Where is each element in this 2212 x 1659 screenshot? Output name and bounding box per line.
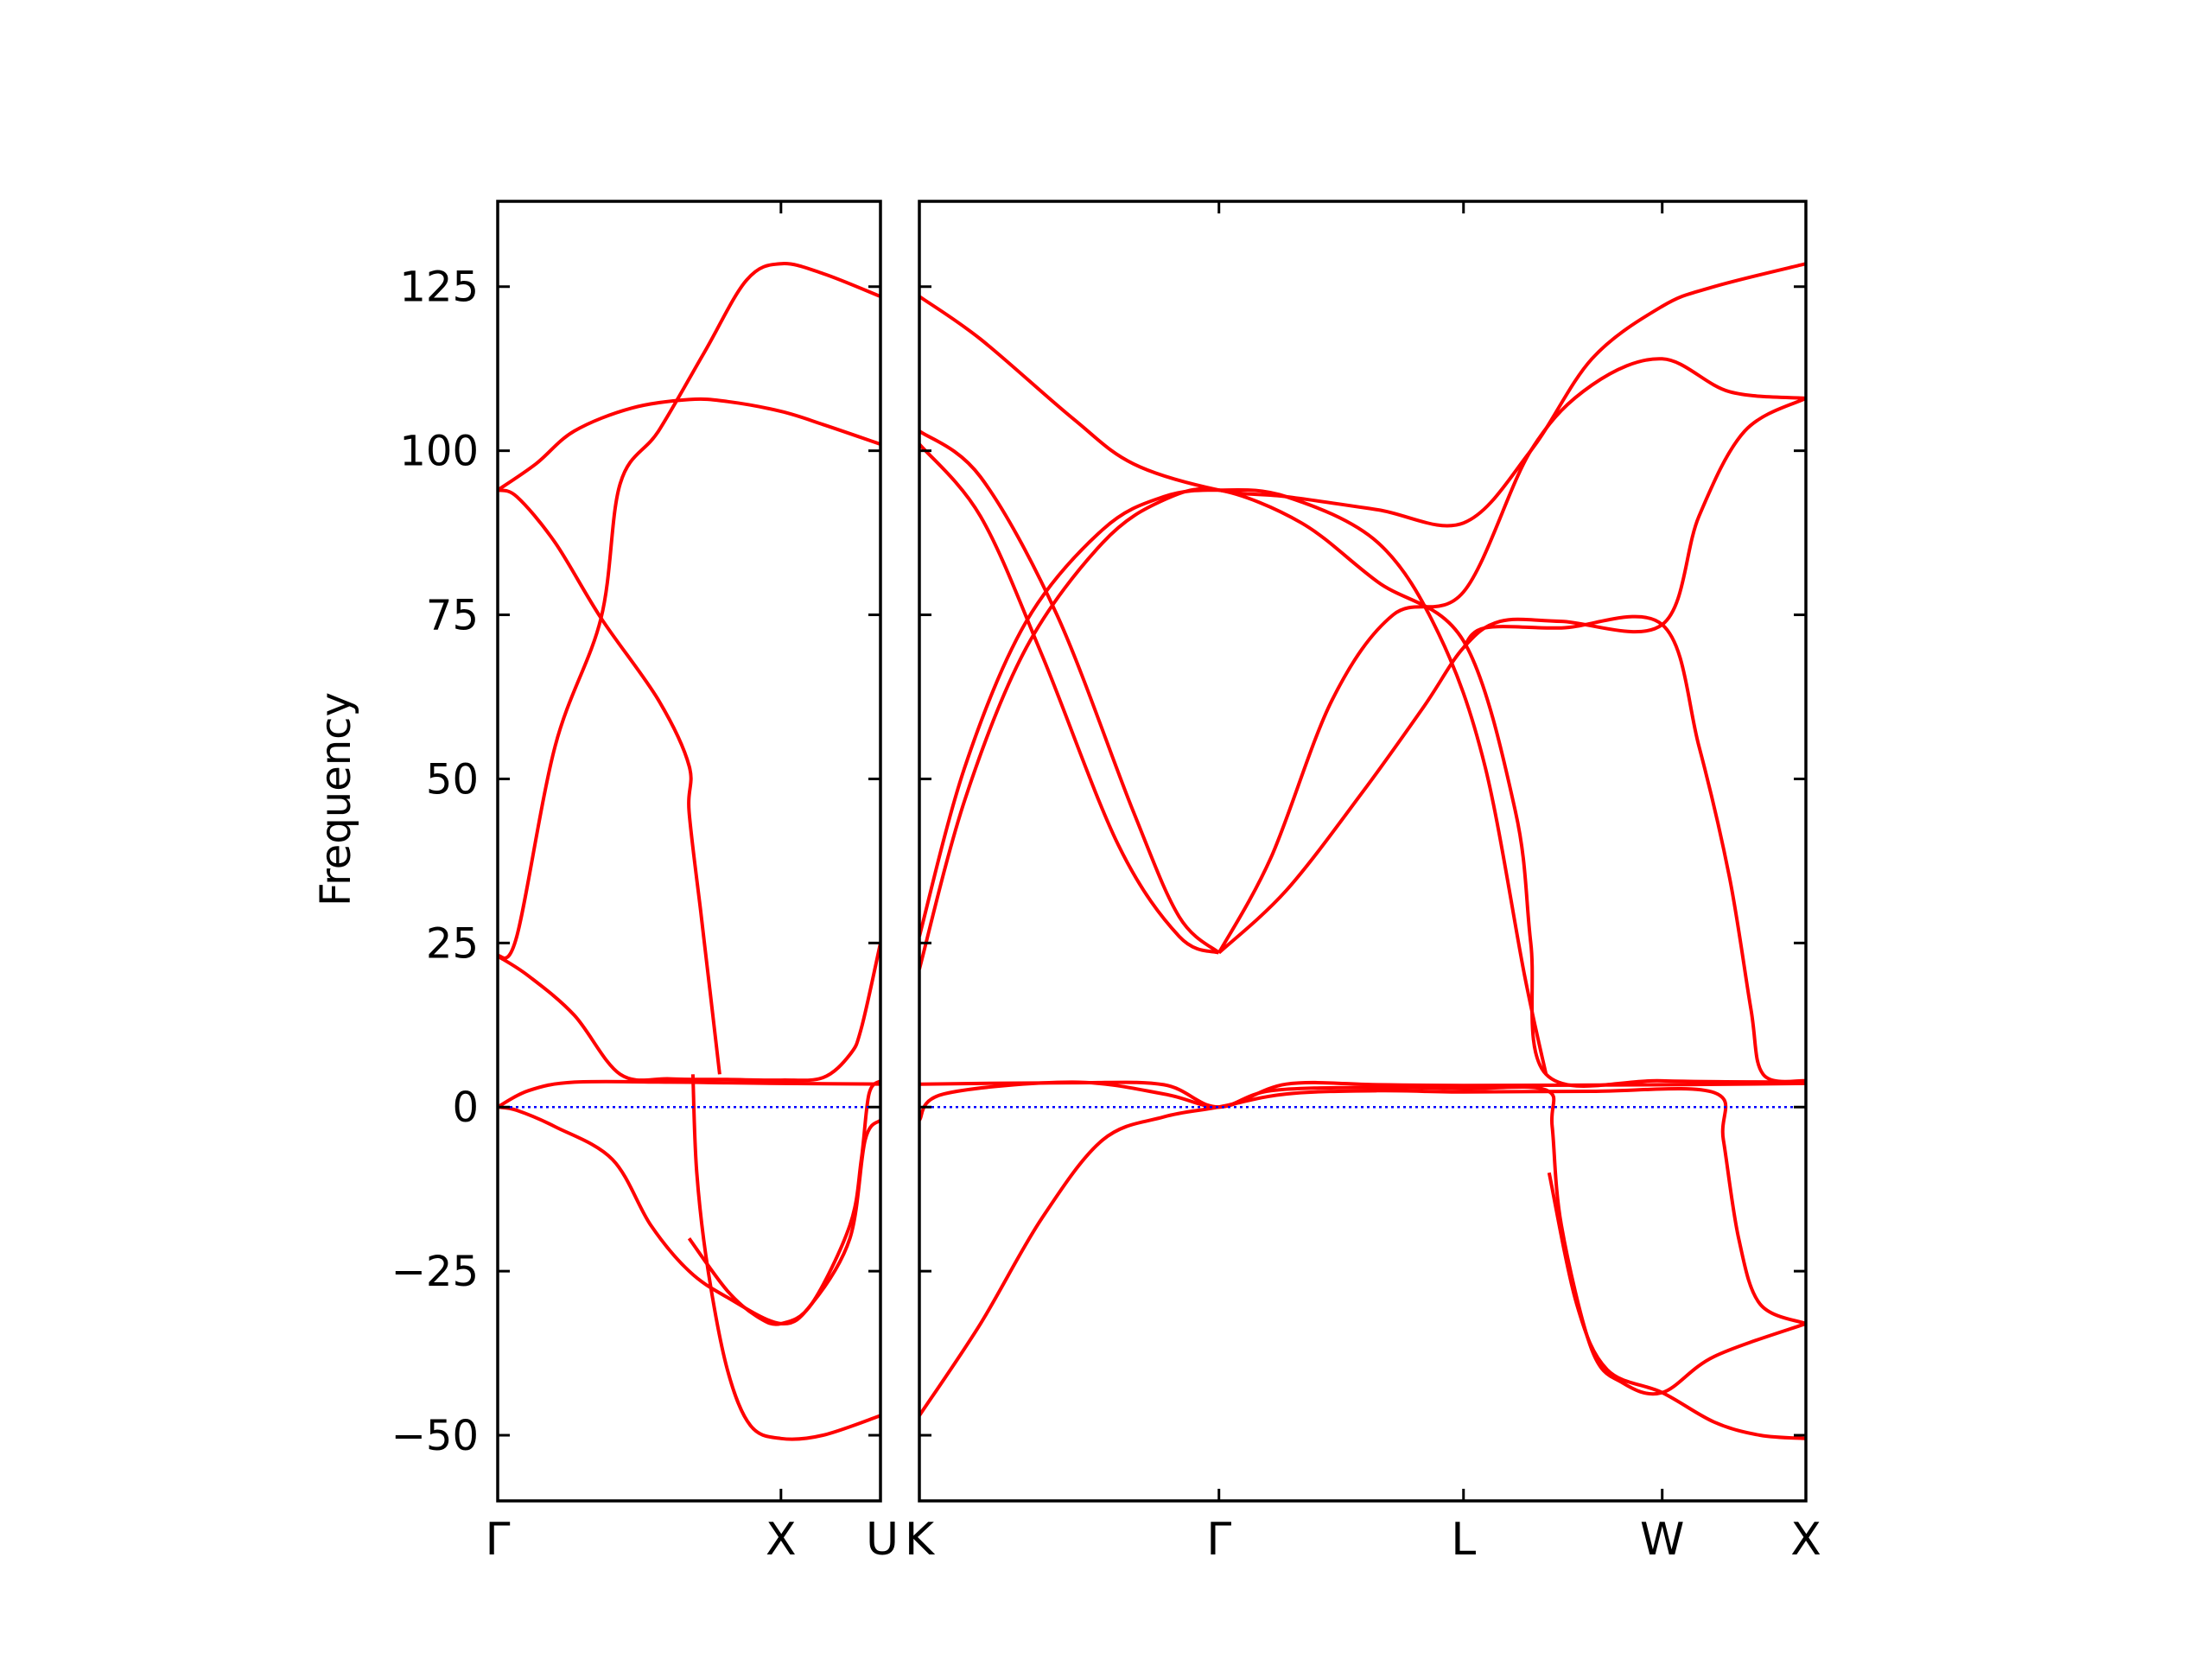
y-tick-label: −25 (391, 1248, 479, 1296)
y-tick-label: 0 (452, 1084, 479, 1132)
right-panel (918, 200, 1808, 1503)
x-tick-label: U (866, 1514, 899, 1566)
band-1-7 (1462, 614, 1806, 1084)
x-tick-label: X (1790, 1514, 1821, 1566)
x-tick-label: X (766, 1514, 797, 1566)
band-1-3 (919, 487, 1548, 1075)
y-tick-label: 50 (426, 755, 479, 804)
band-1-1 (919, 429, 1221, 955)
right-panel-lines (919, 262, 1806, 1440)
band-1-6 (1217, 397, 1806, 955)
right-panel-x-ticks (918, 201, 1808, 1501)
x-tick-label: Γ (1206, 1514, 1231, 1566)
band-1-2 (919, 442, 1220, 955)
y-tick-label: 125 (399, 264, 479, 312)
band-1-5 (1217, 357, 1806, 954)
left-panel-y-ticks (498, 285, 880, 1437)
y-tick-label: 75 (426, 592, 479, 640)
left-panel-lines (498, 262, 880, 1441)
band-1-4 (919, 486, 1806, 1088)
band-0-5 (498, 1105, 880, 1325)
band-0-2 (498, 262, 880, 960)
y-tick-label: −50 (391, 1412, 479, 1460)
band-0-7 (687, 1079, 880, 1326)
x-tick-label: L (1451, 1514, 1476, 1566)
left-panel-x-ticks (496, 201, 783, 1501)
band-0-0 (498, 397, 880, 492)
band-1-0 (919, 262, 1806, 528)
band-0-6 (690, 1074, 880, 1441)
right-panel-frame (918, 200, 1808, 1503)
x-tick-label: K (905, 1514, 936, 1566)
band-0-3 (498, 942, 880, 1083)
y-tick-label: 25 (426, 919, 479, 968)
left-panel (496, 200, 882, 1503)
band-1-10 (919, 1087, 1806, 1417)
x-tick-label: Γ (486, 1514, 511, 1566)
left-panel-frame (496, 200, 882, 1503)
y-tick-labels: −50 −25 0 25 50 75 100 125 (391, 264, 479, 1460)
y-tick-label: 100 (399, 428, 479, 476)
band-1-9 (919, 1080, 1806, 1396)
x-tick-label: W (1640, 1514, 1684, 1566)
band-0-1 (498, 488, 721, 1075)
band-1-11 (1547, 1172, 1806, 1440)
y-axis-label: Frequency (312, 692, 360, 906)
right-panel-y-ticks (919, 285, 1806, 1437)
band-0-4 (498, 1079, 880, 1109)
